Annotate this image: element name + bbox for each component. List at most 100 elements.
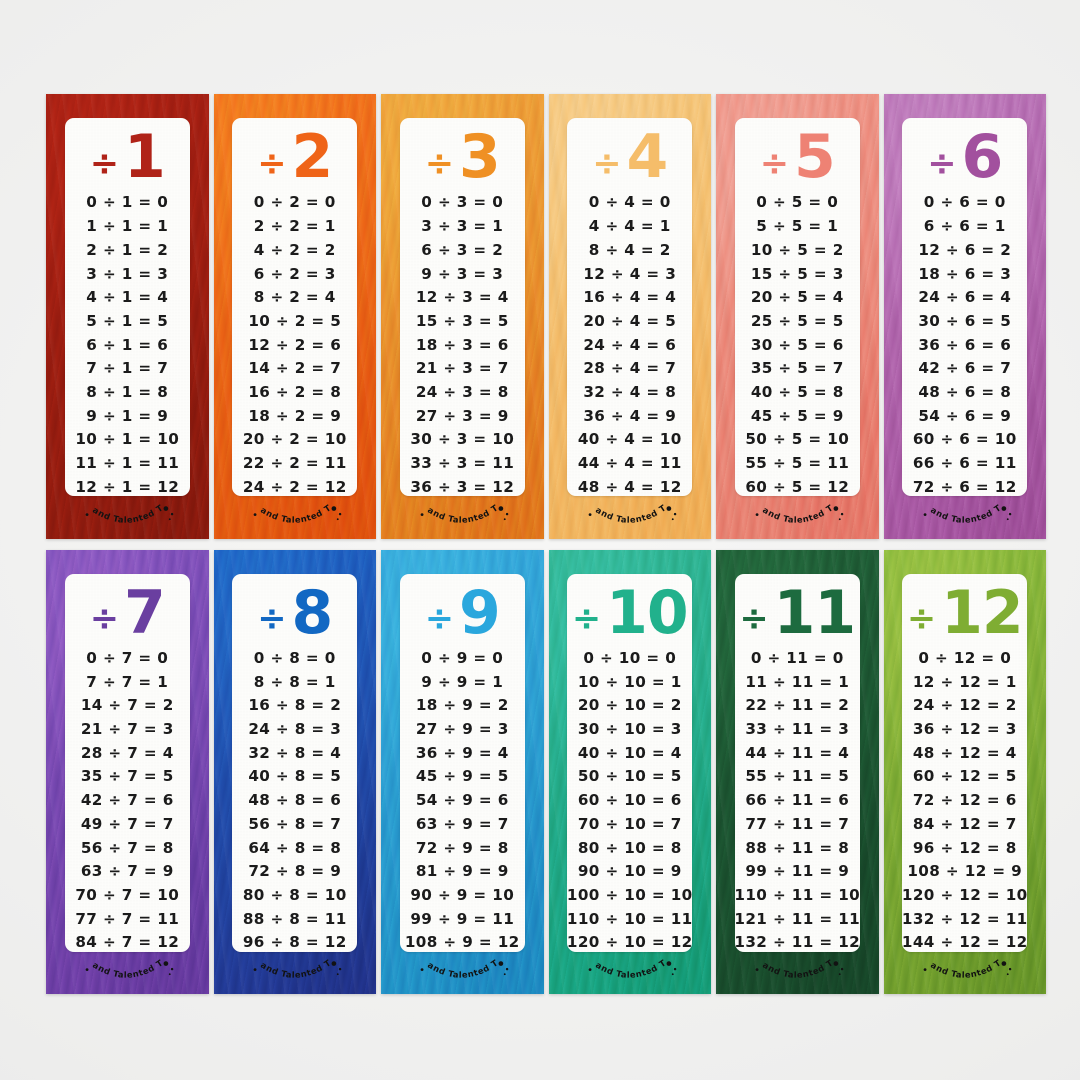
division-icon: ÷ xyxy=(257,599,287,640)
bookmark-divide-by-3[interactable]: ÷ 3 0 ÷ 3 = 0 3 ÷ 3 = 1 6 ÷ 3 = 2 9 ÷ 3 = 3 12… xyxy=(381,94,544,539)
card-heading: ÷ 11 xyxy=(739,583,856,643)
brand-star-icon xyxy=(253,968,256,971)
fact-row: 15 ÷ 3 = 5 xyxy=(415,311,509,330)
fact-row: 6 ÷ 2 = 3 xyxy=(253,264,336,283)
brand-star-icon xyxy=(170,512,174,515)
fact-row: 12 ÷ 6 = 2 xyxy=(918,240,1012,259)
brand-star-icon xyxy=(671,517,674,520)
fact-row: 20 ÷ 4 = 5 xyxy=(583,311,677,330)
division-icon: ÷ xyxy=(424,143,455,184)
fact-row: 14 ÷ 2 = 7 xyxy=(248,359,342,378)
fact-list: 0 ÷ 5 = 0 5 ÷ 5 = 1 10 ÷ 5 = 2 15 ÷ 5 = 3 20… xyxy=(735,191,860,496)
svg-text:Gifted and Talented Teacher: Gifted and Talented Teacher xyxy=(46,503,164,525)
bookmark-divide-by-12[interactable]: ÷ 12 0 ÷ 12 = 0 12 ÷ 12 = 1 24 ÷ 12 = 2 36 ÷ … xyxy=(883,549,1047,994)
svg-text:Gifted and Talented Teacher: Gifted and Talented Teacher xyxy=(46,958,164,980)
fact-row: 20 ÷ 5 = 4 xyxy=(750,288,844,307)
fact-list: 0 ÷ 11 = 0 11 ÷ 11 = 1 22 ÷ 11 = 2 33 ÷ 11 … xyxy=(735,647,860,952)
fact-row: 4 ÷ 1 = 4 xyxy=(86,288,169,307)
fact-card: ÷ 5 0 ÷ 5 = 0 5 ÷ 5 = 1 10 ÷ 5 = 2 15 ÷ 5 = 3… xyxy=(734,118,860,497)
divisor-number: 2 xyxy=(291,122,334,193)
brand-text: Gifted and Talented Teacher xyxy=(884,503,1002,525)
division-icon: ÷ xyxy=(89,599,120,640)
fact-card: ÷ 4 0 ÷ 4 = 0 4 ÷ 4 = 1 8 ÷ 4 = 2 12 ÷ 4 = 3 1… xyxy=(567,118,693,497)
fact-row: 0 ÷ 7 = 0 xyxy=(86,648,169,667)
brand-mark: Gifted and Talented Teacher xyxy=(381,958,544,992)
fact-row: 70 ÷ 10 = 7 xyxy=(577,814,682,833)
fact-row: 42 ÷ 7 = 6 xyxy=(80,791,174,810)
fact-row: 0 ÷ 8 = 0 xyxy=(253,648,336,667)
fact-row: 55 ÷ 5 = 11 xyxy=(745,454,850,473)
fact-list: 0 ÷ 8 = 0 8 ÷ 8 = 1 16 ÷ 8 = 2 24 ÷ 8 = 3 32… xyxy=(232,647,357,952)
fact-row: 110 ÷ 10 = 11 xyxy=(567,909,693,928)
brand-star-icon xyxy=(85,512,89,516)
brand-text: Gifted and Talented Teacher xyxy=(549,958,667,980)
fact-row: 0 ÷ 9 = 0 xyxy=(421,648,504,667)
fact-row: 18 ÷ 6 = 3 xyxy=(918,264,1012,283)
brand-text: Gifted and Talented Teacher xyxy=(381,958,499,980)
fact-row: 84 ÷ 7 = 12 xyxy=(75,933,180,952)
brand-mark: Gifted and Talented Teacher xyxy=(214,503,377,537)
bookmark-divide-by-7[interactable]: ÷ 7 0 ÷ 7 = 0 7 ÷ 7 = 1 14 ÷ 7 = 2 21 ÷ 7 = 3… xyxy=(46,549,209,994)
fact-row: 1 ÷ 1 = 1 xyxy=(86,217,169,236)
divisor-number: 10 xyxy=(606,577,688,648)
card-heading: ÷ 10 xyxy=(572,577,689,648)
fact-row: 18 ÷ 2 = 9 xyxy=(248,406,342,425)
brand-text: Gifted and Talented Teacher xyxy=(46,958,164,980)
division-icon: ÷ xyxy=(739,599,769,640)
division-icon: ÷ xyxy=(592,143,622,184)
fact-row: 108 ÷ 12 = 9 xyxy=(907,862,1023,881)
brand-mark: Gifted and Talented Teacher xyxy=(214,958,377,992)
bookmark-divide-by-4[interactable]: ÷ 4 0 ÷ 4 = 0 4 ÷ 4 = 1 8 ÷ 4 = 2 12 ÷ 4 = 3 1… xyxy=(548,94,711,539)
fact-row: 7 ÷ 1 = 7 xyxy=(86,359,169,378)
bookmark-divide-by-1[interactable]: ÷ 1 0 ÷ 1 = 0 1 ÷ 1 = 1 2 ÷ 1 = 2 3 ÷ 1 = 3 4 … xyxy=(46,94,209,539)
bookmark-divide-by-6[interactable]: ÷ 6 0 ÷ 6 = 0 6 ÷ 6 = 1 12 ÷ 6 = 2 18 ÷ 6 = 3… xyxy=(883,94,1046,539)
fact-row: 22 ÷ 2 = 11 xyxy=(242,454,347,473)
fact-list: 0 ÷ 6 = 0 6 ÷ 6 = 1 12 ÷ 6 = 2 18 ÷ 6 = 3 24… xyxy=(902,191,1027,496)
fact-row: 70 ÷ 7 = 10 xyxy=(75,885,180,904)
bookmark-divide-by-8[interactable]: ÷ 8 0 ÷ 8 = 0 8 ÷ 8 = 1 16 ÷ 8 = 2 24 ÷ 8 = 3… xyxy=(213,549,377,994)
fact-row: 12 ÷ 2 = 6 xyxy=(248,335,342,354)
bookmark-divide-by-10[interactable]: ÷ 10 0 ÷ 10 = 0 10 ÷ 10 = 1 20 ÷ 10 = 2 30 ÷ … xyxy=(548,549,711,994)
fact-row: 12 ÷ 12 = 1 xyxy=(912,672,1017,691)
fact-row: 81 ÷ 9 = 9 xyxy=(415,862,509,881)
fact-row: 16 ÷ 8 = 2 xyxy=(248,696,342,715)
fact-row: 36 ÷ 9 = 4 xyxy=(415,743,509,762)
svg-text:Gifted and Talented Teacher: Gifted and Talented Teacher xyxy=(214,958,332,980)
fact-row: 24 ÷ 4 = 6 xyxy=(583,335,677,354)
fact-row: 63 ÷ 7 = 9 xyxy=(80,862,174,881)
brand-mark: Gifted and Talented Teacher xyxy=(884,958,1047,992)
fact-row: 9 ÷ 3 = 3 xyxy=(421,264,504,283)
fact-row: 132 ÷ 12 = 11 xyxy=(902,909,1028,928)
fact-row: 56 ÷ 8 = 7 xyxy=(248,814,342,833)
fact-row: 24 ÷ 2 = 12 xyxy=(242,477,347,496)
card-heading: ÷ 6 xyxy=(927,127,1003,187)
brand-star-icon xyxy=(168,517,171,520)
fact-list: 0 ÷ 12 = 0 12 ÷ 12 = 1 24 ÷ 12 = 2 36 ÷ 12 … xyxy=(902,647,1027,952)
fact-row: 120 ÷ 12 = 10 xyxy=(902,885,1028,904)
brand-text: Gifted and Talented Teacher xyxy=(214,958,332,980)
brand-star-icon xyxy=(755,968,759,971)
bookmark-divide-by-5[interactable]: ÷ 5 0 ÷ 5 = 0 5 ÷ 5 = 1 10 ÷ 5 = 2 15 ÷ 5 = 3… xyxy=(716,94,879,539)
bookmark-divide-by-11[interactable]: ÷ 11 0 ÷ 11 = 0 11 ÷ 11 = 1 22 ÷ 11 = 2 33 ÷ … xyxy=(716,549,879,994)
bookmark-divide-by-9[interactable]: ÷ 9 0 ÷ 9 = 0 9 ÷ 9 = 1 18 ÷ 9 = 2 27 ÷ 9 = 3… xyxy=(381,549,544,994)
fact-row: 27 ÷ 9 = 3 xyxy=(415,720,509,739)
fact-row: 48 ÷ 8 = 6 xyxy=(248,791,342,810)
brand-star-icon xyxy=(840,967,844,971)
fact-row: 36 ÷ 3 = 12 xyxy=(410,477,515,496)
svg-text:Gifted and Talented Teacher: Gifted and Talented Teacher xyxy=(716,503,834,525)
brand-text: Gifted and Talented Teacher xyxy=(884,958,1002,980)
svg-text:Gifted and Talented Teacher: Gifted and Talented Teacher xyxy=(549,958,667,980)
bookmark-divide-by-2[interactable]: ÷ 2 0 ÷ 2 = 0 2 ÷ 2 = 1 4 ÷ 2 = 2 6 ÷ 2 = 3 8 … xyxy=(213,94,377,539)
brand-star-icon xyxy=(336,973,339,976)
fact-row: 5 ÷ 1 = 5 xyxy=(86,311,169,330)
fact-row: 24 ÷ 12 = 2 xyxy=(912,696,1017,715)
fact-row: 121 ÷ 11 = 11 xyxy=(734,909,860,928)
fact-row: 30 ÷ 6 = 5 xyxy=(918,311,1012,330)
fact-row: 44 ÷ 11 = 4 xyxy=(745,743,850,762)
svg-text:Gifted and Talented Teacher: Gifted and Talented Teacher xyxy=(381,958,499,980)
fact-list: 0 ÷ 2 = 0 2 ÷ 2 = 1 4 ÷ 2 = 2 6 ÷ 2 = 3 8 ÷ … xyxy=(232,191,357,496)
card-heading: ÷ 9 xyxy=(425,583,501,643)
fact-row: 0 ÷ 2 = 0 xyxy=(253,193,336,212)
fact-row: 14 ÷ 7 = 2 xyxy=(80,696,174,715)
fact-row: 99 ÷ 9 = 11 xyxy=(410,909,515,928)
